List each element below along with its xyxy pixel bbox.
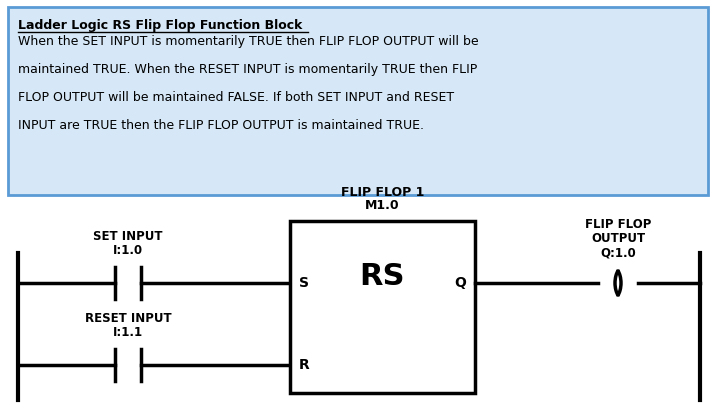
Text: RESET INPUT: RESET INPUT [84,312,171,325]
FancyBboxPatch shape [8,7,708,195]
Text: Q: Q [454,276,466,290]
Text: RS: RS [359,261,405,290]
Text: SET INPUT: SET INPUT [93,230,163,243]
Text: R: R [299,358,310,372]
Text: FLIP FLOP: FLIP FLOP [585,218,651,231]
Text: I:1.0: I:1.0 [113,244,143,257]
Text: S: S [299,276,309,290]
Bar [290,221,475,393]
Text: Ladder Logic RS Flip Flop Function Block: Ladder Logic RS Flip Flop Function Block [18,19,302,32]
Text: FLIP FLOP 1: FLIP FLOP 1 [341,186,424,199]
Text: OUTPUT: OUTPUT [591,232,645,245]
Text: INPUT are TRUE then the FLIP FLOP OUTPUT is maintained TRUE.: INPUT are TRUE then the FLIP FLOP OUTPUT… [18,119,424,132]
Text: M1.0: M1.0 [365,199,400,212]
Text: FLOP OUTPUT will be maintained FALSE. If both SET INPUT and RESET: FLOP OUTPUT will be maintained FALSE. If… [18,91,454,104]
Text: I:1.1: I:1.1 [113,326,143,339]
Text: Q:1.0: Q:1.0 [600,246,636,259]
Text: maintained TRUE. When the RESET INPUT is momentarily TRUE then FLIP: maintained TRUE. When the RESET INPUT is… [18,63,478,76]
Text: When the SET INPUT is momentarily TRUE then FLIP FLOP OUTPUT will be: When the SET INPUT is momentarily TRUE t… [18,35,478,48]
